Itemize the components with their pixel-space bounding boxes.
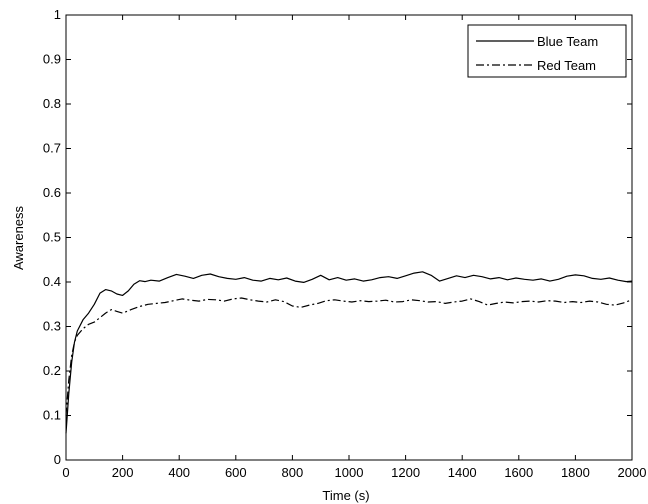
x-tick-label: 1200 <box>391 465 420 480</box>
y-tick-label: 0 <box>54 452 61 467</box>
y-tick-label: 1 <box>54 7 61 22</box>
x-tick-label: 600 <box>225 465 247 480</box>
y-tick-label: 0.2 <box>43 363 61 378</box>
axes-box <box>65 14 633 461</box>
x-tick-label: 1600 <box>504 465 533 480</box>
y-axis-label: Awareness <box>11 205 26 270</box>
legend-label-blue-team: Blue Team <box>537 34 598 49</box>
y-tick-label: 0.8 <box>43 96 61 111</box>
x-tick-label: 200 <box>112 465 134 480</box>
legend-box <box>467 24 627 78</box>
plot-area <box>66 15 632 460</box>
y-tick-label: 0.7 <box>43 141 61 156</box>
y-tick-label: 0.1 <box>43 408 61 423</box>
x-axis-label: Time (s) <box>322 488 369 503</box>
x-tick-label: 0 <box>62 465 69 480</box>
x-tick-label: 1800 <box>561 465 590 480</box>
x-tick-label: 2000 <box>618 465 647 480</box>
y-tick-label: 0.9 <box>43 52 61 67</box>
y-tick-label: 0.4 <box>43 274 61 289</box>
ticks-layer: 0 200 400 600 800 1000 1200 1400 1600 1800 2000 0 0.… <box>43 7 647 480</box>
series-layer <box>65 271 633 434</box>
x-tick-label: 1000 <box>335 465 364 480</box>
x-tick-label: 400 <box>168 465 190 480</box>
series-line-blue-team <box>65 271 633 434</box>
y-tick-label: 0.6 <box>43 185 61 200</box>
x-tick-label: 1400 <box>448 465 477 480</box>
x-tick-label: 800 <box>282 465 304 480</box>
legend: Blue Team Red Team <box>467 24 627 78</box>
legend-label-red-team: Red Team <box>537 58 596 73</box>
y-tick-label: 0.5 <box>43 230 61 245</box>
y-tick-label: 0.3 <box>43 319 61 334</box>
